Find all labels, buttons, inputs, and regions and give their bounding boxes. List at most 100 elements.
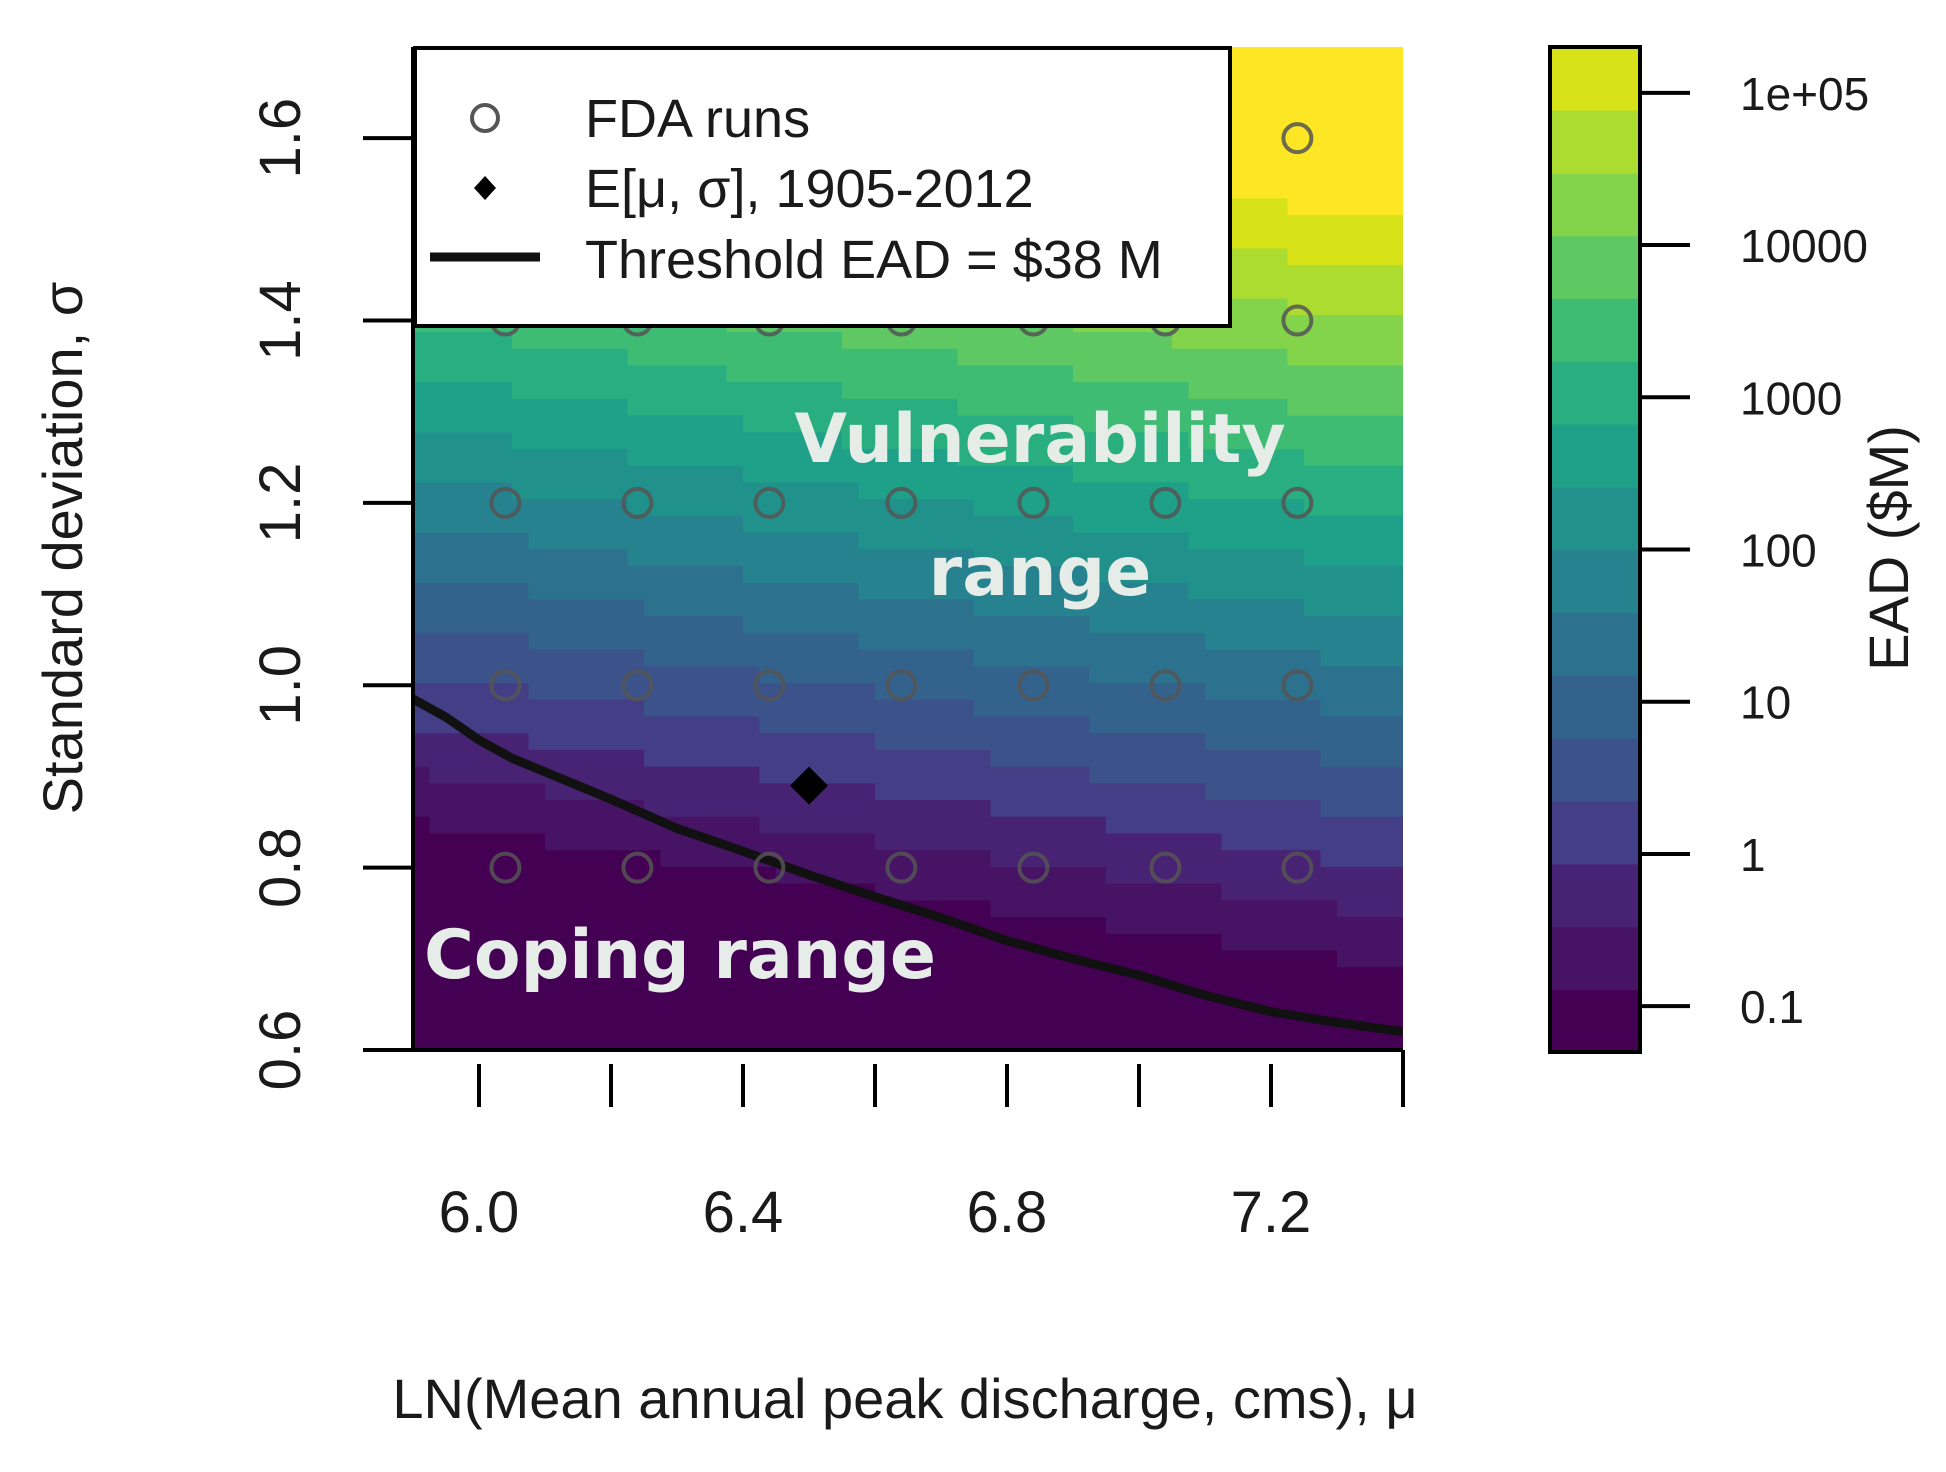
heatmap-cell: [743, 414, 761, 433]
heatmap-cell: [809, 815, 827, 834]
fda-run-point: [1017, 851, 1050, 884]
heatmap-cell: [1040, 381, 1058, 399]
heatmap-cell: [809, 398, 827, 416]
heatmap-cell: [842, 548, 860, 567]
heatmap-cell: [1238, 515, 1256, 533]
heatmap-cell: [924, 966, 942, 984]
heatmap-cell: [924, 782, 942, 801]
heatmap-cell: [545, 515, 563, 533]
heatmap-cell: [1337, 448, 1355, 466]
heatmap-cell: [429, 565, 447, 583]
heatmap-cell: [1172, 581, 1190, 600]
heatmap-cell: [479, 464, 497, 483]
y-tick-label: 1.4: [248, 280, 313, 361]
heatmap-cell: [1287, 80, 1305, 98]
heatmap-cell: [1271, 97, 1289, 115]
heatmap-cell: [1056, 548, 1074, 567]
heatmap-cell: [1370, 281, 1388, 299]
heatmap-cell: [924, 615, 942, 633]
heatmap-cell: [1089, 765, 1107, 784]
heatmap-cell: [545, 632, 563, 650]
heatmap-cell: [809, 481, 827, 500]
heatmap-cell: [561, 698, 579, 717]
heatmap-cell: [627, 398, 645, 416]
heatmap-cell: [429, 832, 447, 851]
heatmap-cell: [1139, 983, 1157, 1001]
heatmap-cell: [1221, 632, 1239, 650]
heatmap-cell: [726, 1033, 744, 1050]
heatmap-cell: [1254, 63, 1272, 82]
heatmap-cell: [1106, 548, 1124, 567]
heatmap-cell: [858, 431, 876, 449]
heatmap-cell: [1254, 916, 1272, 934]
heatmap-cell: [974, 464, 992, 483]
heatmap-cell: [1254, 331, 1272, 349]
heatmap-cell: [1353, 197, 1371, 215]
heatmap-cell: [1205, 749, 1223, 767]
heatmap-cell: [660, 565, 678, 583]
heatmap-cell: [825, 431, 843, 449]
heatmap-cell: [1056, 732, 1074, 750]
heatmap-cell: [792, 682, 810, 700]
heatmap-cell: [1320, 531, 1338, 550]
heatmap-cell: [1337, 682, 1355, 700]
heatmap-cell: [1040, 882, 1058, 901]
heatmap-cell: [1353, 598, 1371, 617]
heatmap-cell: [990, 966, 1008, 984]
heatmap-cell: [941, 698, 959, 717]
heatmap-cell: [1271, 214, 1289, 232]
heatmap-cell: [429, 866, 447, 884]
heatmap-cell: [809, 1016, 827, 1035]
heatmap-cell: [1139, 799, 1157, 817]
heatmap-cell: [710, 398, 728, 416]
heatmap-cell: [743, 531, 761, 550]
heatmap-cell: [924, 581, 942, 600]
heatmap-cell: [941, 815, 959, 834]
heatmap-cell: [1370, 464, 1388, 483]
heatmap-cell: [792, 381, 810, 399]
heatmap-cell: [941, 866, 959, 884]
heatmap-cell: [677, 331, 695, 349]
heatmap-cell: [1139, 598, 1157, 617]
heatmap-cell: [924, 999, 942, 1018]
heatmap-cell: [1238, 648, 1256, 667]
heatmap-cell: [908, 983, 926, 1001]
heatmap-cell: [1205, 832, 1223, 851]
heatmap-cell: [809, 916, 827, 934]
x-tick-label: 6.4: [703, 1180, 784, 1245]
heatmap-cell: [1040, 732, 1058, 750]
heatmap-cell: [1271, 882, 1289, 901]
heatmap-cell: [578, 698, 596, 717]
heatmap-cell: [1304, 1033, 1322, 1050]
heatmap-cell: [644, 648, 662, 667]
heatmap-cell: [1221, 866, 1239, 884]
heatmap-cell: [429, 1016, 447, 1035]
heatmap-cell: [1139, 464, 1157, 483]
heatmap-cell: [1320, 113, 1338, 132]
heatmap-cell: [561, 849, 579, 867]
heatmap-cell: [413, 1016, 431, 1035]
heatmap-cell: [479, 448, 497, 466]
heatmap-cell: [974, 999, 992, 1018]
heatmap-cell: [479, 815, 497, 834]
heatmap-cell: [974, 832, 992, 851]
heatmap-cell: [1370, 431, 1388, 449]
heatmap-cell: [957, 1016, 975, 1035]
heatmap-cell: [1155, 615, 1173, 633]
heatmap-cell: [743, 331, 761, 349]
heatmap-cell: [1007, 331, 1025, 349]
heatmap-cell: [413, 1033, 431, 1050]
heatmap-cell: [1023, 882, 1041, 901]
heatmap-cell: [429, 632, 447, 650]
heatmap-cell: [644, 732, 662, 750]
heatmap-cell: [1089, 732, 1107, 750]
heatmap-cell: [1370, 398, 1388, 416]
heatmap-cell: [1221, 932, 1239, 951]
y-tick-label: 1.0: [248, 645, 313, 726]
heatmap-cell: [1205, 866, 1223, 884]
heatmap-cell: [1122, 448, 1140, 466]
heatmap-cell: [611, 983, 629, 1001]
heatmap-cell: [512, 916, 530, 934]
heatmap-cell: [512, 347, 530, 366]
heatmap-cell: [1238, 464, 1256, 483]
